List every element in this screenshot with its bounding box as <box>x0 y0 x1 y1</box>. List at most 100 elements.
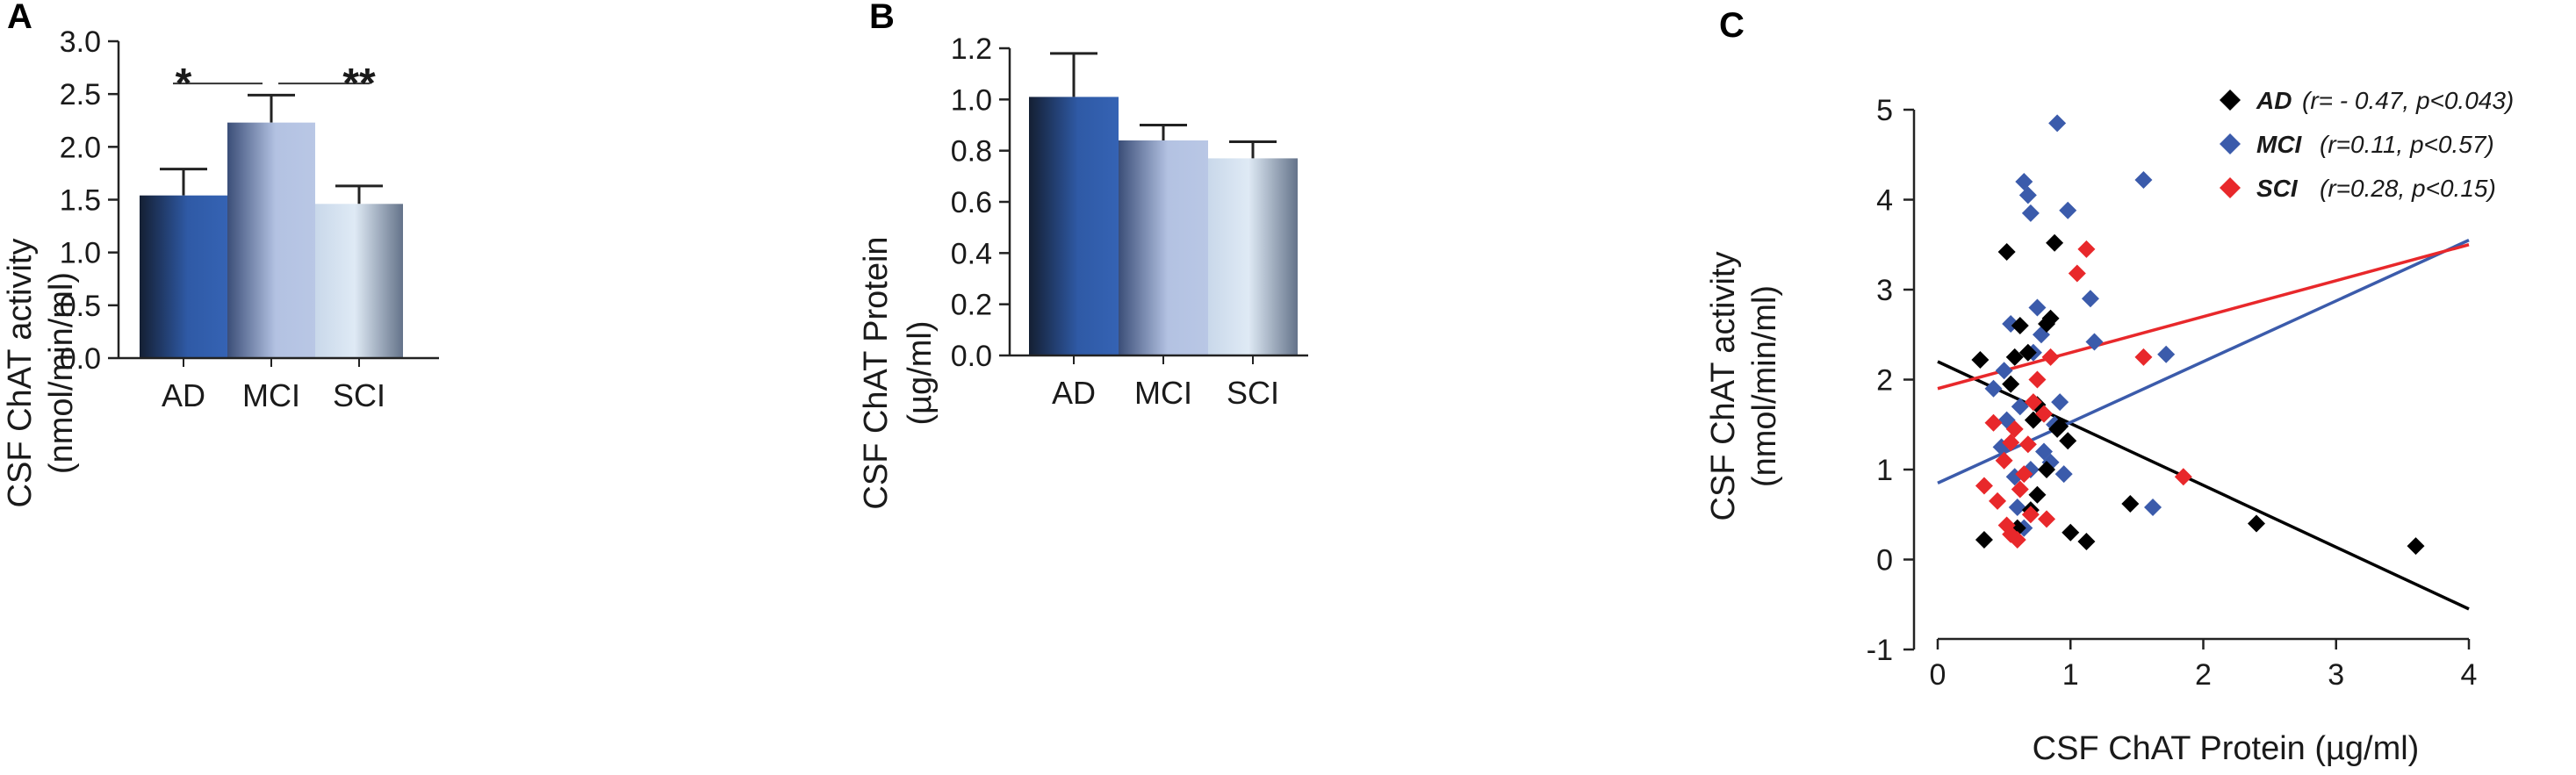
bar-ad <box>140 195 227 358</box>
y-tick-label: 2.5 <box>60 78 101 111</box>
panel-a-ylabel-line1: CSF ChAT activity <box>2 239 39 508</box>
point-mci <box>2018 186 2037 205</box>
category-label-ad: AD <box>162 377 205 413</box>
y-tick-label: 2.0 <box>60 131 101 164</box>
y-tick-label: 0.0 <box>951 340 992 373</box>
point-ad <box>2077 533 2096 550</box>
significance-marker-mci-sci: ** <box>342 61 376 107</box>
x-tick-label: 2 <box>2195 658 2212 692</box>
x-tick-label: 1 <box>2062 658 2079 692</box>
point-ad <box>1997 242 2016 261</box>
point-mci <box>2021 204 2040 222</box>
panel-a-axes: AD MCI SCI 0.0 0.5 1.0 1.5 2.0 2.5 3.0 <box>60 25 439 413</box>
panel-c-scatter-chart: -1 0 1 2 3 4 5 0 1 2 3 4 AD (r= - 0.47, p<0.043) MCI (… <box>1705 87 2514 767</box>
regression-line-sci <box>1937 243 2470 391</box>
category-label-sci: SCI <box>333 377 385 413</box>
point-ad <box>2059 432 2077 450</box>
panel-c-ylabel-line2: (nmol/min/ml) <box>1746 285 1783 487</box>
point-mci <box>2134 170 2153 189</box>
bar-mci <box>1119 140 1208 355</box>
y-tick-label: 0 <box>1876 544 1893 578</box>
panel-letter-a: A <box>7 0 32 36</box>
y-tick-label: 0.4 <box>951 237 992 270</box>
point-ad <box>2041 309 2060 327</box>
y-tick-label: 1.2 <box>951 32 992 66</box>
point-mci <box>2051 393 2069 412</box>
bar-mci <box>227 122 315 358</box>
bar-ad <box>1029 97 1119 356</box>
panel-b-axes: AD MCI SCI 0.0 0.2 0.4 0.6 0.8 1.0 1.2 <box>951 32 1308 411</box>
point-sci <box>2011 480 2029 499</box>
point-sci <box>2005 420 2024 438</box>
point-sci <box>2002 525 2020 543</box>
category-label-sci: SCI <box>1227 375 1279 411</box>
point-sci <box>2038 510 2056 528</box>
category-label-mci: MCI <box>1134 375 1192 411</box>
y-tick-label: 1 <box>1876 454 1893 487</box>
panel-c-axes: -1 0 1 2 3 4 5 0 1 2 3 4 <box>1867 94 2478 692</box>
point-sci <box>2018 435 2037 454</box>
panel-b-bars <box>1029 52 1298 356</box>
point-ad <box>2248 514 2265 533</box>
point-mci <box>2059 201 2077 219</box>
point-sci <box>2077 240 2096 258</box>
point-ad <box>2051 417 2069 435</box>
y-tick-label: 4 <box>1876 184 1893 218</box>
y-tick-label: 0.0 <box>60 342 101 376</box>
point-sci <box>1984 413 2003 432</box>
point-ad <box>2062 523 2080 542</box>
point-mci <box>2085 333 2104 351</box>
point-ad <box>2121 494 2140 513</box>
panel-c-ylabel-line1: CSF ChAT activity <box>1705 252 1742 521</box>
point-ad <box>2407 537 2425 556</box>
category-label-ad: AD <box>1052 375 1096 411</box>
point-sci <box>2068 264 2086 283</box>
panel-c-points <box>1971 114 2425 556</box>
bar-sci <box>1208 158 1298 355</box>
point-ad <box>1971 350 1990 369</box>
legend-stat-mci: (r=0.11, p<0.57) <box>2320 131 2494 158</box>
category-label-mci: MCI <box>242 377 300 413</box>
y-tick-label: 3.0 <box>60 25 101 59</box>
point-mci <box>1995 362 2013 380</box>
point-sci <box>2015 465 2033 484</box>
point-mci <box>2048 114 2067 133</box>
legend-marker-mci <box>2220 133 2241 154</box>
point-ad <box>2005 348 2024 366</box>
point-mci <box>2015 173 2033 190</box>
y-tick-label: 0.2 <box>951 289 992 322</box>
legend-name-sci: SCI <box>2256 175 2299 202</box>
point-sci <box>2035 405 2053 423</box>
point-sci <box>2134 348 2153 366</box>
point-sci <box>2024 393 2042 412</box>
x-tick-label: 4 <box>2461 658 2478 692</box>
panel-c-legend: AD (r= - 0.47, p<0.043) MCI (r=0.11, p<0.57… <box>2220 87 2514 202</box>
legend-stat-ad: (r= - 0.47, p<0.043) <box>2302 87 2514 114</box>
panel-a-significance: * ** <box>173 61 376 107</box>
point-sci <box>1995 451 2013 470</box>
legend-name-mci: MCI <box>2256 131 2303 158</box>
point-ad <box>1975 530 1993 549</box>
panel-letter-b: B <box>869 0 895 36</box>
point-ad <box>2002 375 2020 393</box>
y-tick-label: 5 <box>1876 94 1893 127</box>
point-mci <box>2054 465 2073 484</box>
point-mci <box>2144 499 2162 517</box>
point-sci <box>1989 492 2007 510</box>
point-sci <box>1975 477 1993 495</box>
point-sci <box>2002 434 2020 452</box>
point-mci <box>2008 499 2026 517</box>
point-ad <box>2018 343 2037 362</box>
point-sci <box>2028 370 2047 389</box>
y-tick-label: -1 <box>1867 634 1893 667</box>
point-sci <box>2174 468 2192 486</box>
significance-marker-ad-mci: * <box>176 61 192 107</box>
y-tick-label: 0.6 <box>951 186 992 219</box>
point-ad <box>2038 461 2056 478</box>
panel-b-ylabel-line2: (µg/ml) <box>902 321 939 426</box>
panel-a-ylabel-line2: (nmol/min/ml) <box>43 272 80 474</box>
point-sci <box>2041 348 2060 366</box>
y-tick-label: 3 <box>1876 274 1893 307</box>
